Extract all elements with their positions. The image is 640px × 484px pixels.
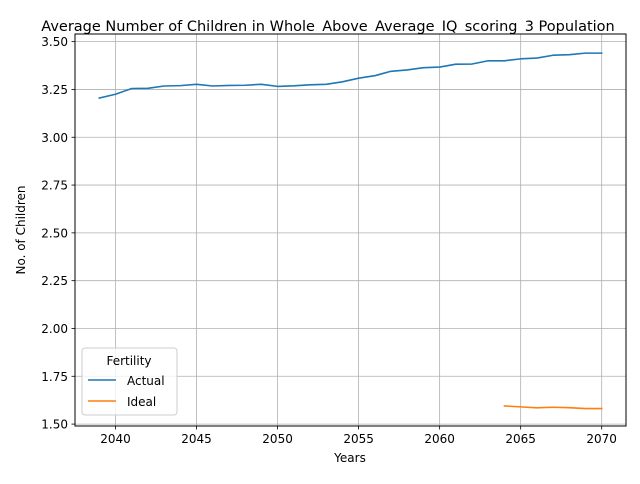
- legend-title: Fertility: [106, 354, 151, 368]
- x-tick-label: 2070: [586, 432, 617, 446]
- y-tick-label: 3.25: [41, 83, 68, 97]
- x-tick-label: 2065: [505, 432, 536, 446]
- y-tick-label: 3.50: [41, 35, 68, 49]
- y-tick-label: 3.00: [41, 131, 68, 145]
- series-line-ideal: [503, 405, 603, 410]
- plot-frame: [74, 33, 627, 427]
- x-tick-label: 2050: [262, 432, 293, 446]
- y-axis-label: No. of Children: [14, 185, 28, 274]
- x-tick-label: 2040: [100, 432, 131, 446]
- legend-label-actual: Actual: [127, 374, 165, 388]
- y-tick-label: 2.50: [41, 226, 68, 240]
- y-tick-label: 2.25: [41, 274, 68, 288]
- x-tick-label: 2060: [424, 432, 455, 446]
- y-tick-label: 2.00: [41, 322, 68, 336]
- legend-label-ideal: Ideal: [127, 395, 156, 409]
- legend-box: [81, 347, 178, 416]
- axis-ticks: 2040 2045 2050 2055 2060 2065 2070 1.50 1.75 2.00…: [41, 35, 617, 446]
- chart-title: Average Number of Children in Whole_Abov…: [41, 19, 615, 35]
- x-tick-label: 2055: [343, 432, 374, 446]
- y-tick-label: 1.75: [41, 370, 68, 384]
- x-axis-label: Years: [333, 451, 366, 465]
- legend: Fertility Actual Ideal: [81, 347, 178, 416]
- x-tick-label: 2045: [181, 432, 212, 446]
- y-tick-label: 2.75: [41, 179, 68, 193]
- series-lines: [98, 52, 603, 410]
- series-line-actual: [98, 52, 603, 100]
- y-tick-label: 1.50: [41, 418, 68, 432]
